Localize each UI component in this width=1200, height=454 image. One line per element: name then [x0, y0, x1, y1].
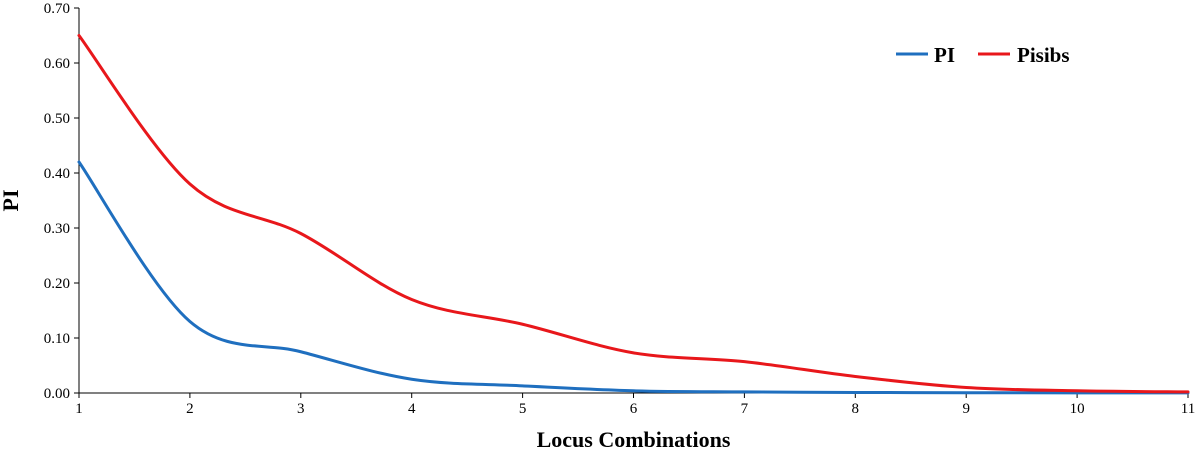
- y-tick-label: 0.00: [44, 386, 70, 402]
- x-tick-label: 11: [1181, 401, 1195, 417]
- y-tick-label: 0.60: [44, 56, 70, 72]
- y-tick-label: 0.50: [44, 111, 70, 127]
- series-lines: [77, 34, 1190, 395]
- y-tick-label: 0.20: [44, 276, 70, 292]
- y-tick-label: 0.70: [44, 1, 70, 17]
- series-line-pi: [77, 160, 1190, 395]
- x-tick-label: 10: [1070, 401, 1085, 417]
- legend-label-pi: PI: [934, 43, 955, 67]
- x-tick-label: 6: [630, 401, 638, 417]
- x-tick-label: 7: [741, 401, 749, 417]
- x-tick-label: 1: [75, 401, 83, 417]
- y-tick-label: 0.10: [44, 331, 70, 347]
- x-tick-label: 8: [852, 401, 860, 417]
- y-axis: 0.00 0.10 0.20 0.30 0.40 0.50 0.60 0.70: [44, 1, 80, 402]
- x-tick-label: 2: [186, 401, 194, 417]
- y-tick-label: 0.40: [44, 166, 70, 182]
- x-tick-label: 5: [519, 401, 527, 417]
- y-axis-title: PI: [0, 190, 23, 212]
- y-tick-label: 0.30: [44, 221, 70, 237]
- legend-label-pisibs: Pisibs: [1017, 43, 1070, 67]
- x-axis-title: Locus Combinations: [537, 427, 731, 452]
- x-tick-label: 9: [962, 401, 970, 417]
- legend: PI Pisibs: [896, 43, 1070, 67]
- series-line-pisibs: [77, 34, 1190, 394]
- x-tick-label: 3: [297, 401, 305, 417]
- x-axis: 1 2 3 4 5 6 7 8 9 10 11: [75, 392, 1195, 417]
- x-tick-label: 4: [408, 401, 416, 417]
